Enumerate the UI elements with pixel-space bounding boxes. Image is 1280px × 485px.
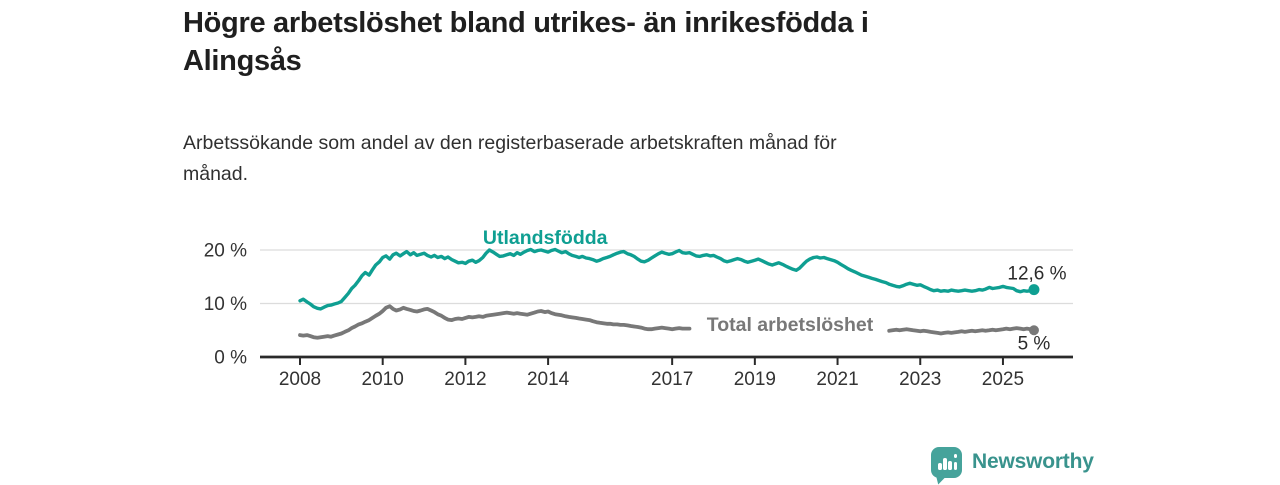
series-line-total	[887, 326, 1036, 336]
y-tick-label: 0 %	[214, 348, 247, 369]
x-tick-label: 2023	[899, 369, 941, 390]
y-tick-label: 10 %	[204, 294, 247, 315]
x-tick-label: 2010	[362, 369, 404, 390]
newsworthy-logo: Newsworthy	[931, 445, 1094, 485]
x-tick-label: 2019	[734, 369, 776, 390]
series-line-total	[298, 304, 692, 340]
x-tick-label: 2014	[527, 369, 570, 390]
bar-chart-speech-bubble-icon	[931, 446, 962, 485]
series-end-label: 5 %	[1018, 333, 1051, 354]
series-end-dot	[1028, 325, 1039, 336]
page-subtitle: Arbetssökande som andel av den registerb…	[183, 132, 837, 185]
x-tick-label: 2012	[444, 369, 486, 390]
x-tick-label: 2017	[651, 369, 693, 390]
series-line-utlandsfodda	[298, 247, 1036, 311]
y-tick-label: 20 %	[204, 241, 247, 262]
speech-bubble-tail	[936, 475, 947, 485]
series-name-label: Total arbetslöshet	[707, 314, 874, 336]
brand-name: Newsworthy	[972, 450, 1094, 473]
series-end-label: 12,6 %	[1007, 264, 1066, 285]
page-title: Högre arbetslöshet bland utrikes- än inr…	[183, 7, 869, 77]
series-end-dot	[1028, 284, 1040, 296]
x-tick-label: 2021	[816, 369, 858, 390]
x-tick-label: 2025	[982, 369, 1024, 390]
x-tick-label: 2008	[279, 369, 321, 390]
series-name-label: Utlandsfödda	[483, 227, 608, 249]
